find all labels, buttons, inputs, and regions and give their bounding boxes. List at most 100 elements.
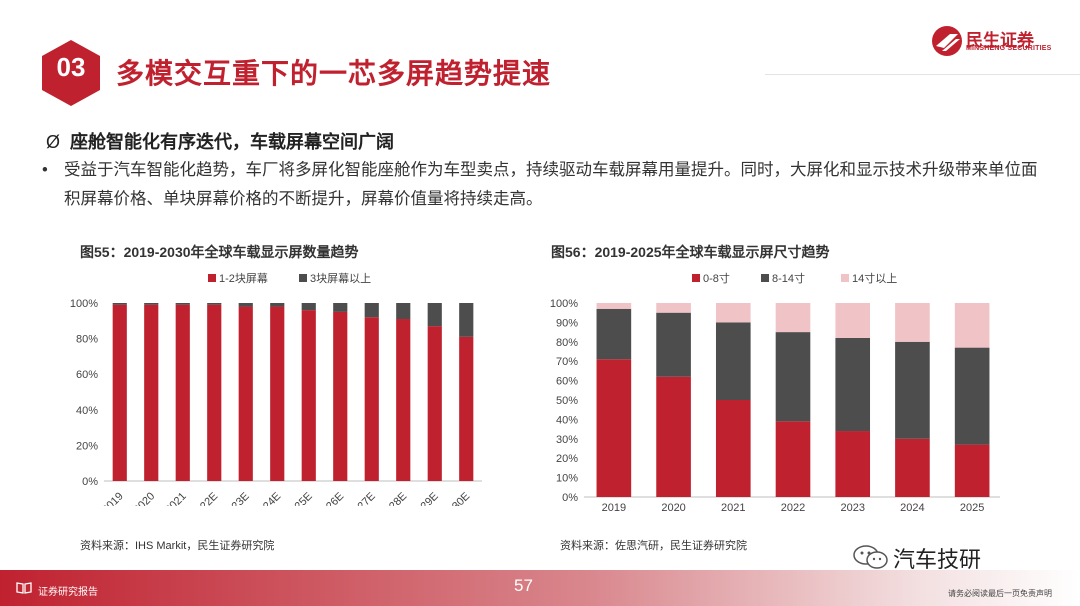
y-tick-label: 0% [82,476,98,488]
logo-text-en: MINSHENG SECURITIES [966,45,1052,52]
y-tick-label: 60% [556,376,578,388]
legend-label: 14寸以上 [852,271,897,285]
y-tick-label: 60% [76,369,98,381]
bar-segment [954,347,990,445]
bar-segment [175,303,190,305]
bar-segment [715,322,751,400]
y-tick-label: 90% [556,317,578,329]
bullet-text: 受益于汽车智能化趋势，车厂将多屏化智能座舱作为车型卖点，持续驱动车载屏幕用量提升… [64,161,1038,208]
bullet-marker: • [42,161,48,179]
page-number: 57 [514,576,533,595]
x-tick-label: 2026E [315,490,346,506]
x-tick-label: 2028E [378,490,409,506]
bar-segment [596,359,632,497]
bar-segment [207,303,222,305]
footer-bar [0,570,1080,606]
legend-swatch [841,274,849,282]
y-tick-label: 70% [556,356,578,368]
subheading: Ø 座舱智能化有序迭代，车载屏幕空间广阔 [46,128,394,154]
legend-label: 0-8寸 [703,271,730,285]
x-tick-label: 2021 [721,502,745,514]
y-tick-label: 20% [76,440,98,452]
wechat-icon [853,545,888,569]
chart1-source: 资料来源：IHS Markit，民生证券研究院 [80,540,275,552]
subheading-text: 座舱智能化有序迭代，车载屏幕空间广阔 [70,132,395,152]
legend-label: 1-2块屏幕 [219,271,268,285]
bar-segment [954,303,990,348]
bar-segment [459,303,474,337]
legend-swatch [208,274,216,282]
x-tick-label: 2030E [441,490,472,506]
y-tick-label: 50% [556,395,578,407]
subheading-marker: Ø [46,132,61,152]
x-tick-label: 2022E [189,490,220,506]
bar-segment [835,431,871,497]
bar-segment [775,421,811,497]
bar-segment [895,438,930,497]
bar-segment [301,310,316,481]
y-tick-label: 80% [556,337,578,349]
chart1-title: 图55：2019-2030年全球车载显示屏数量趋势 [80,244,359,260]
bar-segment [238,303,253,307]
bar-segment [656,376,691,497]
bar-segment [895,303,930,342]
bar-segment [656,312,691,377]
book-icon [16,582,32,594]
title-divider [765,74,1080,75]
x-tick-label: 2023E [221,490,252,506]
x-tick-label: 2024E [252,490,283,506]
logo-text-cn: 民生证券 [966,31,1034,50]
y-tick-label: 0% [562,492,578,504]
y-tick-label: 100% [70,298,98,310]
y-tick-label: 40% [76,405,98,417]
legend-swatch [761,274,769,282]
y-tick-label: 100% [550,298,578,310]
y-tick-label: 40% [556,414,578,426]
section-badge [42,40,100,106]
x-tick-label: 2022 [781,502,805,514]
bar-segment [835,337,871,432]
x-tick-label: 2025E [284,490,315,506]
legend-swatch [299,274,307,282]
bar-segment [775,332,811,422]
legend-label: 3块屏幕以上 [310,271,371,285]
bar-segment [364,317,379,481]
bar-segment [715,303,751,323]
bar-segment [775,303,811,333]
bar-segment [270,303,285,307]
bar-segment [364,303,379,318]
minsheng-logo-icon [932,26,962,56]
legend-swatch [692,274,700,282]
chart1-svg: 0% 20% 40% 60% 80% 100% 2019 2020 2021 2022E 2023E… [70,271,482,506]
bar-segment [596,303,632,309]
bar-segment [396,319,411,481]
bar-segment [895,341,930,439]
chart2-svg: 0% 10% 20% 30% 40% 50% 60% 70% 80% 90% 100% 2019 202… [550,271,1000,514]
x-tick-label: 2025 [960,502,984,514]
bar-segment [301,303,316,311]
bar-segment [270,306,285,481]
bar-segment [715,400,751,497]
bar-segment [112,303,127,305]
x-tick-label: 2019 [100,490,126,506]
bar-segment [333,303,348,312]
bar-segment [144,303,159,305]
x-tick-label: 2023 [840,502,864,514]
x-tick-label: 2020 [132,490,158,506]
x-tick-label: 2024 [900,502,924,514]
bar-segment [656,303,691,313]
bar-segment [333,311,348,481]
y-tick-label: 30% [556,434,578,446]
bar-segment [207,304,222,481]
x-tick-label: 2020 [661,502,685,514]
section-number: 03 [56,52,86,82]
bar-segment [112,304,127,481]
y-tick-label: 10% [556,473,578,485]
bar-segment [459,336,474,481]
y-tick-label: 20% [556,453,578,465]
x-tick-label: 2021 [163,490,189,506]
y-tick-label: 80% [76,334,98,346]
bar-segment [175,304,190,481]
bar-segment [835,303,871,338]
